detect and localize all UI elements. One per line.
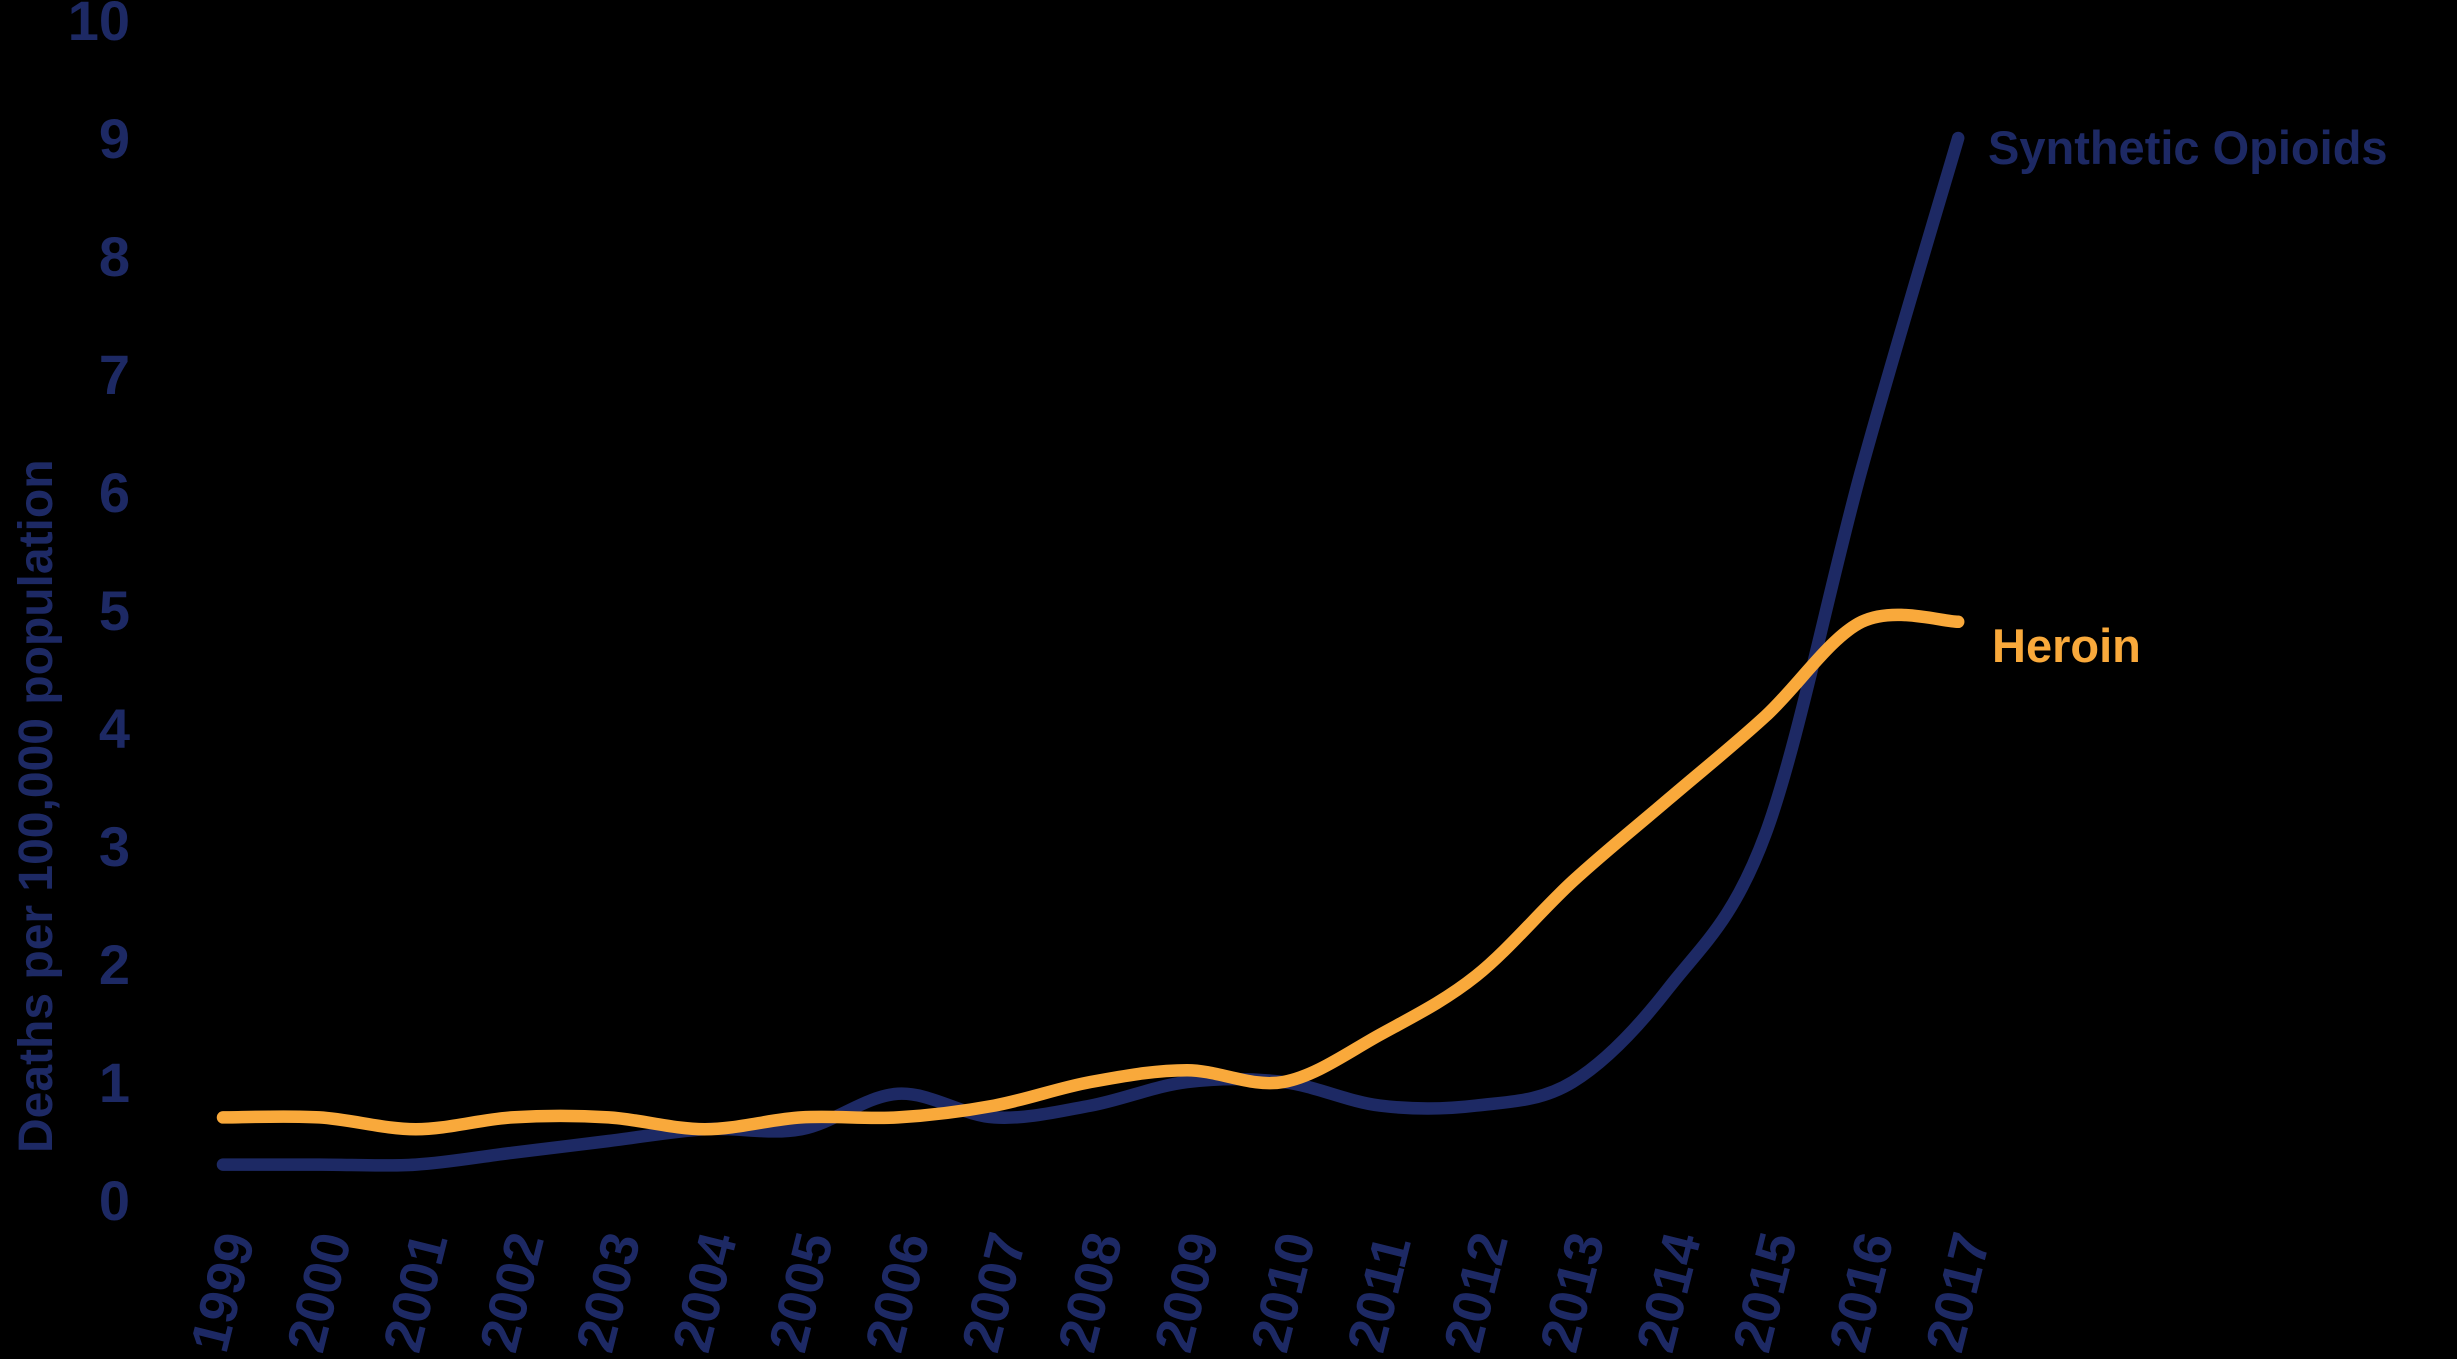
y-tick-label: 5 [99,579,130,642]
x-tick-label: 2000 [276,1227,363,1358]
y-tick-label: 9 [99,107,130,170]
x-tick-label: 2017 [1915,1227,2002,1358]
x-tick-label: 2008 [1047,1227,1134,1358]
x-tick-label: 2011 [1336,1230,1423,1358]
y-tick-label: 8 [99,225,130,288]
series-lines [216,131,1965,1172]
x-tick-label: 2006 [854,1227,941,1358]
x-tick-label: 2013 [1529,1227,1616,1358]
x-tick-label: 2007 [951,1227,1038,1358]
x-tick-label: 2012 [1433,1227,1520,1358]
y-tick-label: 1 [99,1051,130,1114]
x-tick-label: 2005 [758,1227,845,1358]
y-tick-label: 10 [68,0,130,52]
series-line-heroin [216,608,1965,1136]
series-line-synthetic-opioids [216,131,1965,1172]
x-tick-label: 2001 [372,1227,459,1358]
y-tick-label: 7 [99,343,130,406]
x-tick-label: 2016 [1818,1227,1905,1358]
y-tick-label: 6 [99,461,130,524]
y-axis-tick-labels: 0 1 2 3 4 5 6 7 8 9 10 [68,0,130,1232]
x-tick-label: 2003 [565,1227,652,1358]
y-tick-label: 0 [99,1169,130,1232]
y-tick-label: 3 [99,815,130,878]
y-tick-label: 2 [99,933,130,996]
x-tick-label: 1999 [179,1227,266,1358]
x-tick-label: 2002 [469,1227,556,1358]
series-label-heroin: Heroin [1992,619,2141,672]
x-tick-label: 2014 [1625,1227,1712,1358]
series-label-synthetic-opioids: Synthetic Opioids [1988,121,2388,174]
y-axis-title: Deaths per 100,000 population [10,459,63,1153]
x-tick-label: 2015 [1722,1227,1809,1358]
x-tick-label: 2010 [1240,1227,1327,1358]
x-axis-tick-labels: 1999 2000 2001 2002 2003 2004 2005 2006 2007 2008… [179,1227,2001,1358]
x-tick-label: 2009 [1143,1227,1230,1358]
x-tick-label: 2004 [661,1227,748,1358]
y-tick-label: 4 [99,697,130,760]
